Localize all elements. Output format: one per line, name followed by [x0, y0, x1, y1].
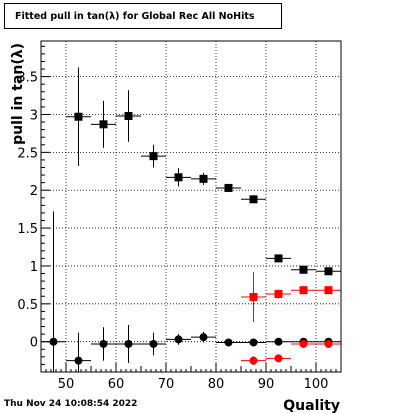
data-point-square — [324, 267, 333, 276]
data-point-square — [249, 195, 258, 204]
series-1 — [41, 211, 341, 372]
data-point-square — [274, 254, 283, 263]
data-point-circle — [124, 339, 133, 348]
data-point-circle — [99, 339, 108, 348]
data-point-circle — [249, 356, 258, 365]
y-tick-label: 1.5 — [17, 222, 38, 237]
data-point-square — [99, 120, 108, 129]
y-axis-label: pull in tan(λ) — [10, 43, 26, 145]
data-point-circle — [249, 338, 258, 347]
data-point-circle — [199, 333, 208, 342]
series-2 — [241, 272, 341, 323]
data-point-square — [324, 286, 333, 295]
y-tick-label: 0 — [30, 336, 38, 351]
x-tick-label: 80 — [208, 377, 225, 392]
data-point-square — [74, 112, 83, 121]
chart-title-text: Fitted pull in tan(λ) for Global Rec All… — [15, 10, 255, 22]
y-tick-label: 2.5 — [17, 146, 38, 161]
data-point-square — [124, 111, 133, 120]
data-point-square — [199, 174, 208, 183]
y-tick-label: 2 — [30, 184, 38, 199]
series-0 — [66, 67, 341, 276]
x-tick-label: 60 — [108, 377, 125, 392]
x-tick-label: 90 — [258, 377, 275, 392]
data-point-circle — [274, 337, 283, 346]
data-point-circle — [324, 339, 333, 348]
x-axis-label: Quality — [283, 398, 340, 414]
data-point-circle — [274, 354, 283, 363]
chart-title: Fitted pull in tan(λ) for Global Rec All… — [4, 3, 282, 29]
data-point-square — [174, 173, 183, 182]
data-point-square — [299, 286, 308, 295]
data-point-square — [249, 293, 258, 302]
data-point-circle — [49, 337, 58, 346]
data-point-circle — [299, 339, 308, 348]
plot-frame — [40, 40, 342, 373]
data-point-circle — [149, 339, 158, 348]
x-tick-label: 50 — [58, 377, 75, 392]
x-tick-label: 100 — [304, 377, 329, 392]
data-point-square — [274, 289, 283, 298]
y-tick-label: 1 — [30, 260, 38, 275]
grid-lines — [41, 41, 341, 372]
y-tick-label: 3.5 — [17, 71, 38, 86]
data-point-circle — [174, 335, 183, 344]
axes: 50 60 70 80 90 100 0 0.5 1 1.5 2 2.5 3 3.5 — [17, 45, 342, 392]
x-tick-label: 70 — [158, 377, 175, 392]
data-point-square — [299, 265, 308, 274]
data-point-circle — [74, 356, 83, 365]
data-point-square — [149, 152, 158, 161]
data-point-square — [224, 183, 233, 192]
data-point-circle — [224, 338, 233, 347]
data-marks — [41, 67, 341, 372]
series-3 — [241, 339, 341, 366]
y-tick-label: 0.5 — [17, 298, 38, 313]
timestamp: Thu Nov 24 10:08:54 2022 — [4, 399, 138, 409]
y-tick-label: 3 — [30, 108, 38, 123]
